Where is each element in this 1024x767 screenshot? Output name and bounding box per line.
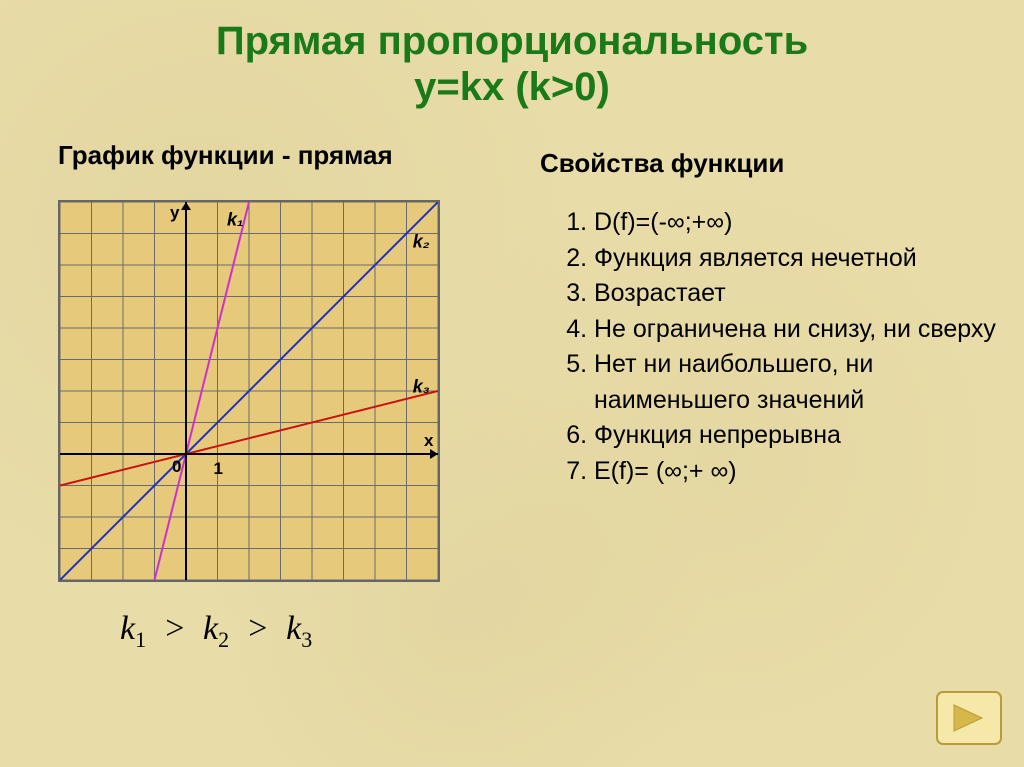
svg-text:k₁: k₁: [227, 209, 243, 229]
property-item: Нет ни наибольшего, ни наименьшего значе…: [594, 347, 1024, 418]
property-item: Не ограничена ни снизу, ни сверху: [594, 312, 1024, 348]
title-line-1: Прямая пропорциональность: [216, 19, 808, 63]
property-item: Возрастает: [594, 276, 1024, 312]
properties-heading: Свойства функции: [540, 148, 784, 179]
svg-text:x: x: [424, 431, 434, 450]
next-slide-button[interactable]: [936, 691, 1002, 745]
title-line-2: y=kx (k>0): [414, 65, 610, 109]
k-inequality: k1 > k2 > k3: [120, 610, 312, 653]
svg-text:y: y: [170, 203, 180, 222]
property-item: Функция является нечетной: [594, 241, 1024, 277]
property-item: Функция непрерывна: [594, 418, 1024, 454]
page-title: Прямая пропорциональность y=kx (k>0): [0, 0, 1024, 110]
properties-list: D(f)=(-∞;+∞)Функция является нечетнойВоз…: [560, 205, 1024, 489]
function-graph: k₁ k₂ k₃ y x 0 1: [58, 200, 440, 582]
chart-subtitle: График функции - прямая: [58, 140, 393, 171]
svg-text:0: 0: [172, 457, 181, 476]
svg-text:1: 1: [214, 459, 223, 478]
property-item: D(f)=(-∞;+∞): [594, 205, 1024, 241]
property-item: E(f)= (∞;+ ∞): [594, 454, 1024, 490]
svg-text:k₂: k₂: [413, 232, 430, 252]
svg-text:k₃: k₃: [413, 376, 430, 396]
